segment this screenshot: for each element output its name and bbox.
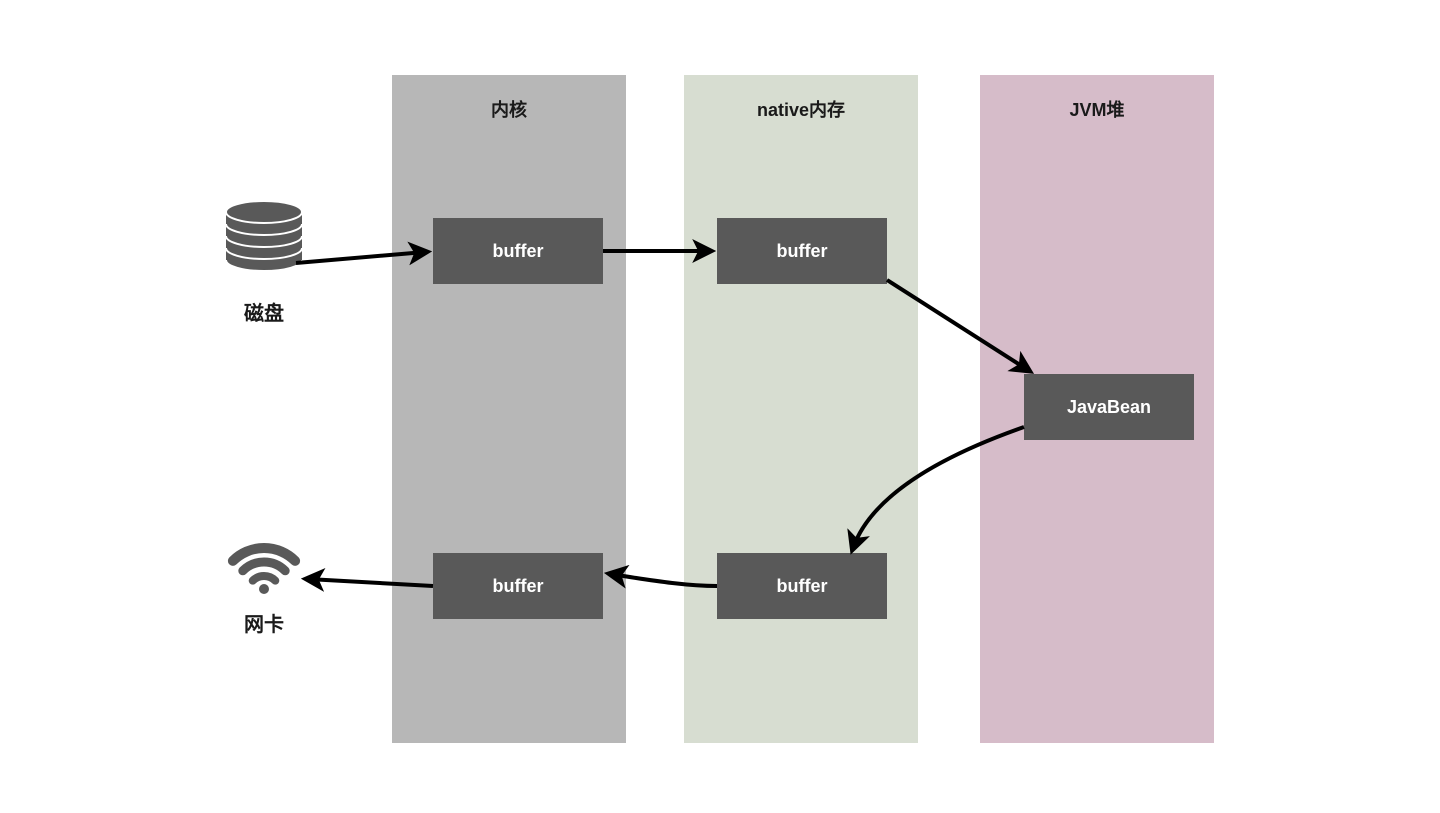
region-kernel: 内核	[392, 75, 626, 743]
box-kernel-buffer-top: buffer	[433, 218, 603, 284]
disk-label: 磁盘	[204, 297, 324, 326]
box-native-buffer-bottom: buffer	[717, 553, 887, 619]
box-javabean: JavaBean	[1024, 374, 1194, 440]
box-native-buffer-top: buffer	[717, 218, 887, 284]
region-kernel-title: 内核	[392, 96, 626, 122]
box-label: buffer	[777, 241, 828, 262]
disk-icon	[226, 201, 302, 271]
box-label: buffer	[493, 241, 544, 262]
diagram-canvas: 内核 native内存 JVM堆 buffer buffer JavaBean …	[0, 0, 1440, 813]
region-native: native内存	[684, 75, 918, 743]
wifi-icon	[233, 548, 295, 594]
nic-label: 网卡	[204, 608, 324, 637]
box-label: JavaBean	[1067, 397, 1151, 418]
box-kernel-buffer-bottom: buffer	[433, 553, 603, 619]
region-native-title: native内存	[684, 96, 918, 122]
region-jvm-title: JVM堆	[980, 96, 1214, 122]
box-label: buffer	[493, 576, 544, 597]
box-label: buffer	[777, 576, 828, 597]
